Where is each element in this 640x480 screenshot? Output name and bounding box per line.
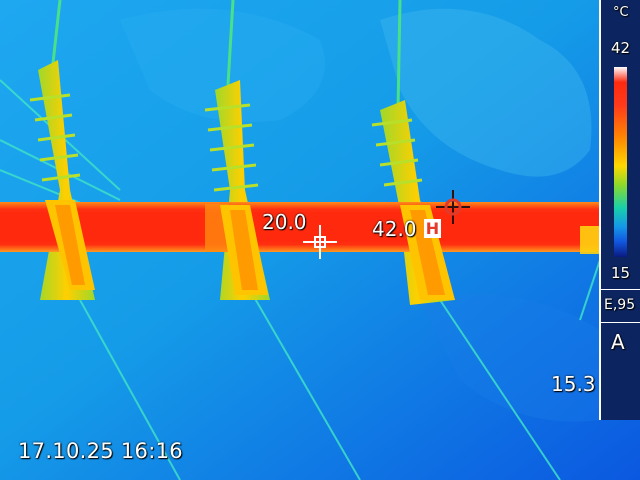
- temperature-unit: °C: [613, 5, 629, 20]
- hot-spot-tag: H: [424, 219, 441, 238]
- scale-min-value: 15: [611, 264, 631, 282]
- spot-temperature-readout: 20.0: [262, 210, 307, 234]
- cold-spot-temperature-readout: 15.3: [551, 372, 596, 396]
- capture-timestamp: 17.10.25 16:16: [18, 439, 183, 463]
- cloud-region: [380, 8, 592, 177]
- emissivity-setting: E,95: [604, 297, 636, 313]
- conductor-clamp: [45, 200, 95, 290]
- spot-crosshair-icon: [303, 225, 337, 259]
- pipe-joint: [580, 226, 600, 254]
- panel-divider: [601, 289, 640, 290]
- panel-divider: [601, 322, 640, 323]
- cloud-region: [120, 8, 325, 122]
- hot-spot-crosshair-icon: [436, 190, 470, 224]
- conductor-clamp: [220, 205, 268, 295]
- scale-max-value: 42: [611, 39, 631, 57]
- cloud-region: [420, 294, 600, 422]
- hot-spot-temperature-readout: 42.0: [372, 217, 417, 241]
- conductor-clamp: [400, 205, 455, 300]
- hot-conductor-core: [0, 212, 600, 242]
- color-palette-bar: [614, 67, 627, 257]
- auto-mode-indicator: A: [611, 330, 625, 354]
